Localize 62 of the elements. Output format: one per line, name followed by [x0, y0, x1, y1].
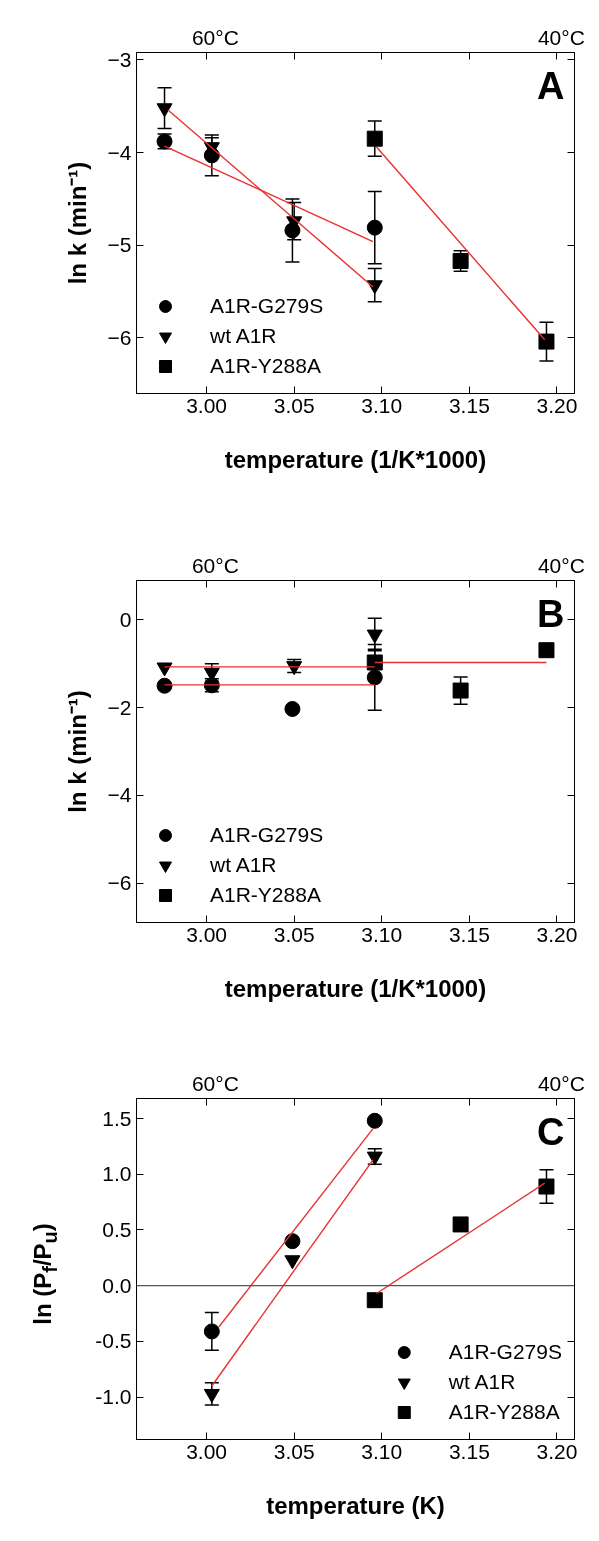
y-tick-label: −3 — [107, 47, 132, 71]
legend-label: wt A1R — [448, 1370, 516, 1394]
y-tick-label: -0.5 — [95, 1329, 132, 1353]
legend-label: wt A1R — [210, 324, 277, 348]
legend-label: wt A1R — [210, 853, 277, 877]
point — [203, 1323, 220, 1340]
x-tick-label: 3.15 — [448, 922, 490, 946]
y-tick-label: −2 — [107, 695, 132, 719]
y-tick-label: −4 — [107, 140, 132, 164]
y-tick-label: −5 — [107, 233, 132, 257]
y-tick-label: 0.5 — [102, 1218, 132, 1241]
y-tick-label: 1.5 — [102, 1106, 132, 1130]
y-tick-label: 0.0 — [102, 1273, 132, 1297]
x-tick-label: 3.20 — [536, 1439, 578, 1463]
x-tick-label: 3.20 — [536, 922, 578, 946]
text: 40°C — [537, 553, 585, 577]
text: 60°C — [191, 1071, 239, 1095]
x-tick-label: 3.20 — [536, 393, 578, 417]
x-tick-label: 3.05 — [273, 393, 315, 417]
x-tick-label: 3.10 — [361, 1439, 403, 1463]
legend-label: A1R-Y288A — [448, 1400, 560, 1424]
x-axis-title: temperature (1/K*1000) — [224, 974, 487, 1002]
point — [284, 1233, 301, 1250]
x-tick-label: 3.10 — [361, 393, 403, 417]
point — [366, 130, 383, 147]
y-axis-title: ln k (min⁻¹) — [63, 161, 91, 285]
x-tick-label: 3.00 — [186, 1439, 228, 1463]
x-tick-label: 3.10 — [361, 922, 403, 946]
text: 40°C — [537, 25, 585, 49]
point — [366, 1112, 383, 1129]
y-tick-label: 0 — [119, 607, 132, 631]
y-tick-label: −6 — [107, 325, 132, 349]
y-tick-label: −4 — [107, 783, 132, 807]
annotation: A — [537, 64, 565, 107]
y-tick-label: −6 — [107, 871, 132, 895]
x-tick-label: 3.05 — [273, 922, 315, 946]
annotation: C — [537, 1110, 565, 1153]
text: 60°C — [191, 25, 239, 49]
legend-label: A1R-G279S — [210, 823, 324, 847]
y-tick-label: -1.0 — [95, 1385, 132, 1409]
x-tick-label: 3.00 — [186, 393, 228, 417]
x-tick-label: 3.15 — [448, 1439, 490, 1463]
point — [203, 1388, 220, 1403]
point — [538, 1178, 555, 1195]
point — [366, 1292, 383, 1309]
x-tick-label: 3.05 — [273, 1439, 315, 1463]
x-tick-label: 3.15 — [448, 393, 490, 417]
text: 60°C — [191, 553, 239, 577]
point — [538, 333, 555, 350]
x-axis-title: temperature (1/K*1000) — [224, 445, 487, 473]
legend-label: A1R-G279S — [210, 294, 324, 318]
x-axis-title: temperature (K) — [266, 1491, 445, 1519]
y-axis-title: ln k (min⁻¹) — [63, 690, 91, 813]
legend-label: A1R-Y288A — [210, 883, 321, 907]
legend-label: A1R-Y288A — [210, 354, 321, 378]
x-tick-label: 3.00 — [186, 922, 228, 946]
legend-label: A1R-G279S — [448, 1340, 562, 1364]
point — [366, 219, 383, 236]
annotation: B — [537, 592, 565, 635]
point — [452, 1216, 469, 1233]
text: 40°C — [537, 1071, 585, 1095]
y-tick-label: 1.0 — [102, 1162, 132, 1186]
